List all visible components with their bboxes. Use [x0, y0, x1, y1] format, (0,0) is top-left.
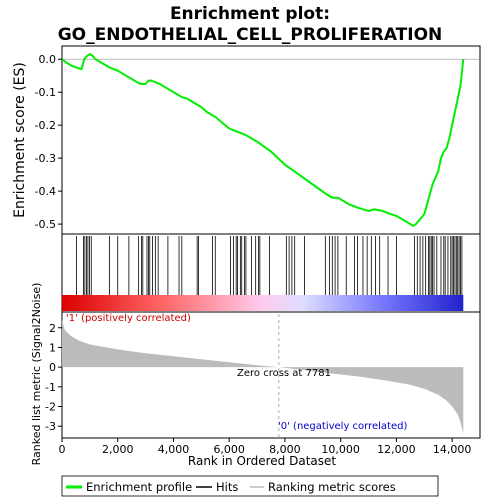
- enrichment-profile-line: [61, 53, 465, 227]
- rank-color-bar: [62, 295, 464, 311]
- zero-cross-label: Zero cross at 7781: [237, 368, 331, 379]
- legend-es-label: Enrichment profile: [86, 480, 192, 494]
- es-y-tick-label: -0.1: [35, 86, 56, 99]
- x-axis-label: Rank in Ordered Dataset: [188, 454, 336, 468]
- metric-y-axis-label: Ranked list metric (Signal2Noise): [30, 283, 43, 466]
- negative-correlated-label: '0' (negatively correlated): [278, 421, 407, 432]
- metric-y-tick-label: 2: [49, 322, 56, 335]
- x-tick-label: 2,000: [102, 443, 134, 456]
- legend-hits-label: Hits: [216, 480, 238, 494]
- es-layer: [61, 53, 480, 227]
- metric-y-tick-label: -3: [45, 420, 56, 433]
- metric-y-tick-label: 1: [49, 341, 56, 354]
- chart-title-line1: Enrichment plot:: [170, 4, 330, 24]
- metric-y-tick-label: -1: [45, 381, 56, 394]
- positive-correlated-label: '1' (positively correlated): [66, 313, 191, 324]
- x-tick-label: 14,000: [433, 443, 472, 456]
- es-y-tick-label: -0.2: [35, 119, 56, 132]
- x-tick-label: 10,000: [321, 443, 360, 456]
- legend-box: [61, 475, 439, 497]
- x-tick-label: 0: [59, 443, 66, 456]
- es-y-tick-label: 0.0: [39, 53, 57, 66]
- chart-title-line2: GO_ENDOTHELIAL_CELL_PROLIFERATION: [58, 25, 443, 45]
- x-tick-label: 12,000: [377, 443, 416, 456]
- es-y-tick-label: -0.5: [35, 218, 56, 231]
- x-tick-label: 8,000: [269, 443, 301, 456]
- metric-layer: [62, 314, 464, 438]
- x-tick-label: 4,000: [158, 443, 190, 456]
- hits-layer: [62, 236, 464, 311]
- metric-y-tick-label: 0: [49, 361, 56, 374]
- es-y-tick-label: -0.3: [35, 152, 56, 165]
- metric-y-tick-label: -2: [45, 401, 56, 414]
- ranking-metric-area: [62, 319, 464, 435]
- x-tick-label: 6,000: [213, 443, 245, 456]
- metric-panel-frame: [61, 311, 481, 439]
- es-y-tick-label: -0.4: [35, 185, 56, 198]
- legend-metric-label: Ranking metric scores: [268, 480, 396, 494]
- es-y-axis-label: Enrichment score (ES): [12, 62, 28, 218]
